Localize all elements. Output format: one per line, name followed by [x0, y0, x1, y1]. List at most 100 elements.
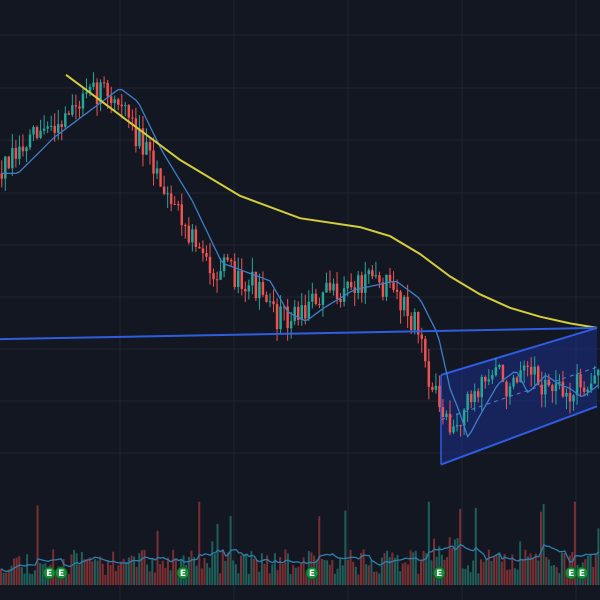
earnings-marker[interactable]: E	[42, 566, 56, 580]
ascending-channel[interactable]	[440, 326, 598, 466]
candle-body	[282, 306, 286, 308]
earnings-marker[interactable]: E	[305, 566, 319, 580]
volume-bar	[289, 574, 292, 585]
volume-bar	[412, 552, 415, 585]
earnings-badge-icon	[305, 566, 319, 580]
volume-bar	[0, 568, 3, 585]
candle-body	[484, 376, 487, 382]
candle-body	[166, 193, 169, 195]
volume-bar	[495, 554, 498, 585]
volume-bar	[383, 553, 386, 585]
candle-body	[364, 274, 367, 293]
earnings-marker[interactable]: E	[176, 566, 190, 580]
candle-body	[434, 385, 438, 390]
volume-bar	[453, 539, 456, 585]
volume-bar	[396, 554, 399, 585]
volume-bar	[166, 557, 169, 585]
earnings-marker[interactable]: E	[54, 566, 68, 580]
volume-bar	[399, 571, 402, 585]
volume-bar	[537, 560, 540, 585]
earnings-marker[interactable]: E	[564, 566, 578, 580]
volume-bar	[464, 568, 467, 585]
candle-body	[74, 105, 78, 107]
candle-body	[141, 128, 145, 155]
volume-bar	[516, 569, 519, 585]
candle-body	[399, 291, 402, 311]
volume-bar	[286, 553, 289, 585]
volume-bar	[91, 561, 94, 585]
volume-bar	[271, 564, 274, 585]
earnings-marker[interactable]: E	[432, 566, 446, 580]
candle-body	[328, 282, 332, 291]
candle-body	[357, 275, 360, 293]
volume-bar	[466, 565, 469, 585]
volume-bar	[268, 573, 271, 585]
volume-bar	[36, 505, 39, 585]
volume-bar	[597, 528, 600, 585]
candle-body	[145, 141, 148, 155]
candle-body	[293, 306, 296, 322]
volume-bar	[360, 552, 363, 585]
volume-bar	[15, 557, 18, 585]
volume-bar	[112, 551, 115, 585]
volume-bar	[367, 565, 370, 585]
volume-bar	[245, 554, 248, 585]
volume-bar	[52, 549, 55, 585]
earnings-marker[interactable]: E	[575, 566, 589, 580]
volume-bar	[573, 501, 576, 585]
candle-body	[184, 225, 187, 227]
volume-bar	[93, 559, 96, 585]
volume-bar	[300, 564, 303, 585]
candle-body	[85, 92, 88, 94]
candle-body	[445, 413, 448, 417]
candle-body	[586, 389, 589, 392]
volume-bar	[237, 573, 240, 585]
candle-body	[597, 369, 600, 376]
volume-bar	[18, 556, 21, 585]
volume-bar	[26, 554, 29, 585]
volume-bar	[80, 551, 83, 585]
volume-bar	[65, 573, 68, 585]
volume-bar	[292, 565, 295, 585]
volume-bar	[506, 569, 509, 585]
volume-bar	[461, 568, 464, 585]
candle-body	[244, 288, 247, 292]
long-moving-average-line	[65, 73, 598, 329]
volume-bar	[456, 538, 459, 585]
earnings-label: E	[180, 569, 186, 579]
candle-body	[229, 260, 233, 262]
candle-body	[102, 82, 106, 84]
candle-body	[540, 384, 543, 395]
candle-body	[67, 113, 71, 115]
candle-body	[325, 282, 328, 293]
moving-averages	[1, 73, 599, 438]
volume-bar	[459, 509, 462, 585]
candle-body	[582, 387, 586, 392]
trendlines[interactable]	[0, 326, 598, 341]
volume-bar	[216, 523, 219, 585]
volume-bar	[500, 561, 503, 585]
volume-bar	[409, 550, 412, 585]
volume-bar	[592, 566, 595, 585]
candle-body	[99, 82, 102, 104]
candle-body	[268, 301, 272, 303]
volume-bar	[247, 573, 250, 585]
volume-bar	[242, 554, 245, 585]
candle-body	[272, 301, 275, 305]
candle-body	[480, 376, 483, 398]
candle-body	[92, 82, 95, 87]
volume-bar	[221, 549, 224, 585]
volume-bar	[255, 559, 258, 585]
volume-bar	[33, 570, 36, 585]
candle-body	[0, 173, 3, 179]
volume-bar	[331, 559, 334, 585]
volume-bar	[302, 557, 305, 585]
volume-bar	[448, 537, 451, 585]
earnings-badge-icon	[54, 566, 68, 580]
volume-bar	[388, 556, 391, 585]
candle-body	[522, 365, 526, 371]
volume-bar	[560, 553, 563, 585]
